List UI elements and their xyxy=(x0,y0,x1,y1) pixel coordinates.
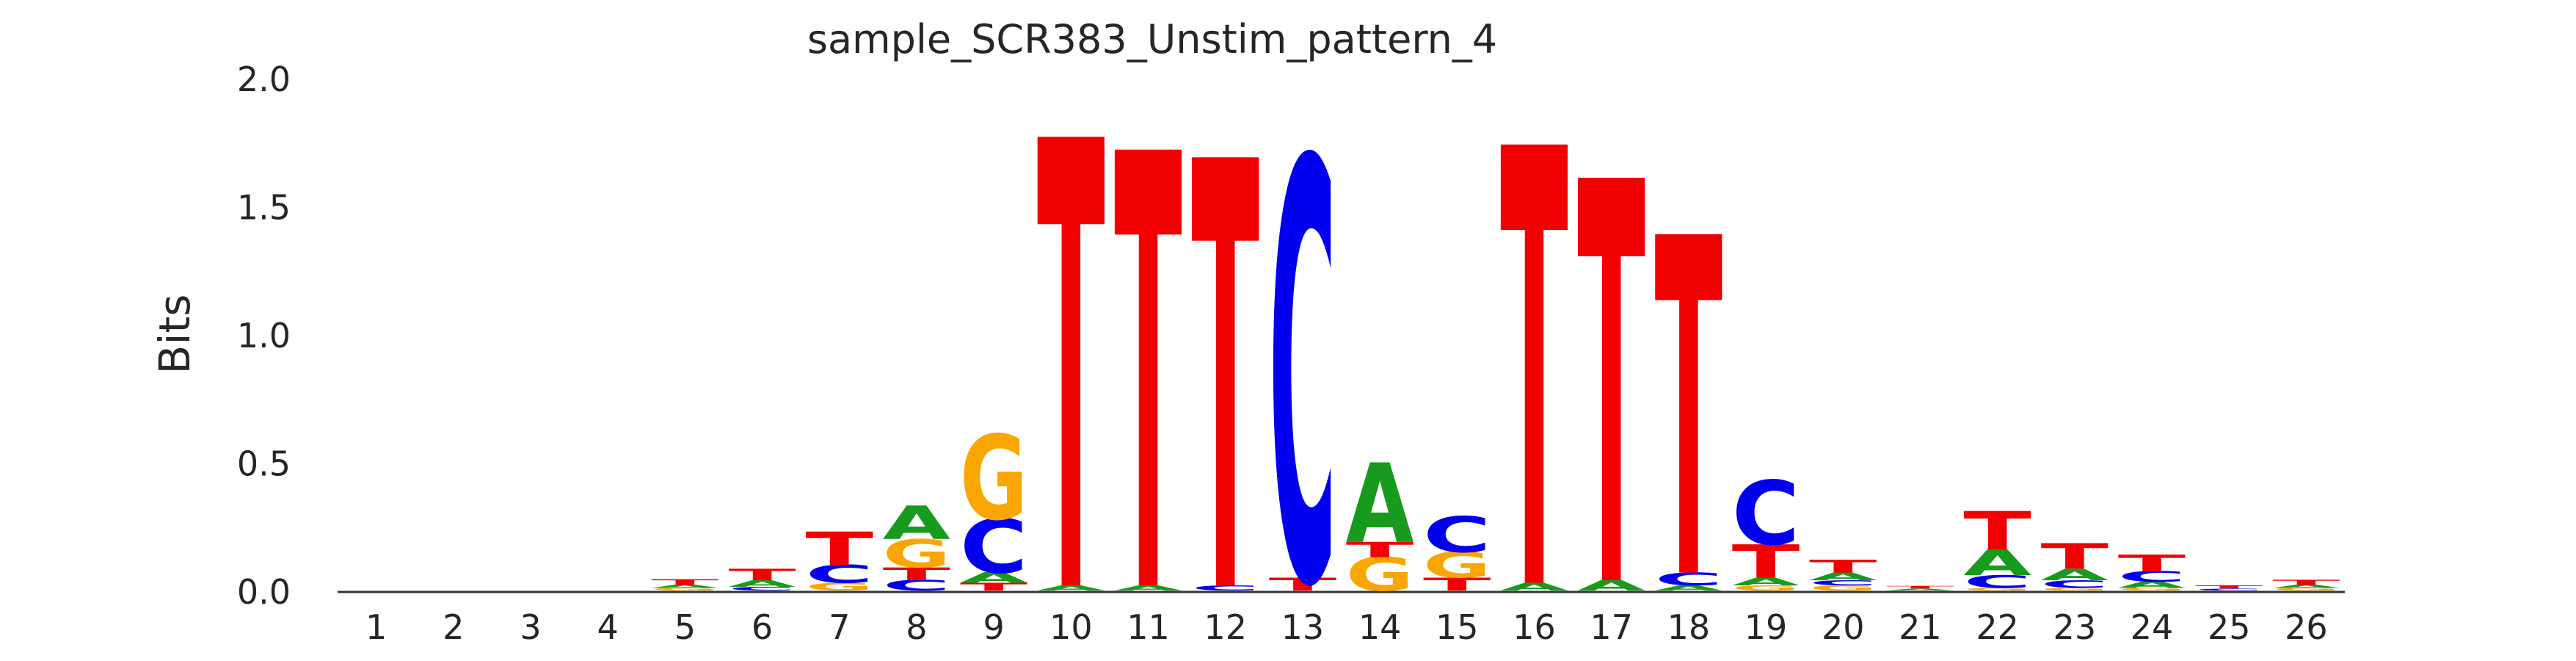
logo-letter-C: C xyxy=(805,560,873,589)
logo-letter-A: A xyxy=(1809,571,1877,583)
x-tick-label: 8 xyxy=(906,607,927,647)
x-tick-label: 22 xyxy=(1976,607,2019,647)
logo-letter-C: C xyxy=(1809,579,1877,587)
logo-letter-G: G xyxy=(1732,584,1800,592)
logo-letter-T: T xyxy=(2272,578,2341,586)
logo-letter-G: G xyxy=(2041,588,2109,592)
logo-letter-T: T xyxy=(1886,585,1954,590)
y-tick-label: 1.0 xyxy=(237,316,291,355)
logo-letter-T: T xyxy=(1732,535,1800,588)
x-tick-label: 3 xyxy=(520,607,541,647)
logo-letter-T: T xyxy=(2041,536,2109,577)
x-tick-label: 25 xyxy=(2208,607,2251,647)
x-tick-label: 18 xyxy=(1667,607,1711,647)
x-tick-label: 24 xyxy=(2131,607,2174,647)
x-tick-label: 14 xyxy=(1358,607,1402,647)
logo-letter-C: C xyxy=(960,504,1028,590)
logo-letter-A: A xyxy=(1963,543,2031,584)
logo-letter-A: A xyxy=(1500,581,1568,593)
logo-letter-T: T xyxy=(960,581,1028,593)
x-tick-label: 10 xyxy=(1049,607,1093,647)
logo-letter-T: T xyxy=(1500,25,1568,661)
logo-letter-C: C xyxy=(1269,43,1337,661)
x-tick-label: 1 xyxy=(365,607,387,647)
logo-letter-T: T xyxy=(1191,41,1259,661)
logo-letter-T: T xyxy=(1809,557,1877,577)
logo-letter-G: G xyxy=(960,411,1028,546)
logo-letter-G: G xyxy=(651,588,719,592)
logo-letter-T: T xyxy=(1423,574,1491,595)
x-tick-label: 17 xyxy=(1590,607,1633,647)
x-tick-label: 12 xyxy=(1204,607,1247,647)
logo-letter-A: A xyxy=(960,570,1028,586)
x-tick-label: 11 xyxy=(1127,607,1170,647)
logo-letter-G: G xyxy=(1346,548,1414,601)
logo-letter-T: T xyxy=(1114,31,1182,661)
logo-letter-C: C xyxy=(1732,464,1800,566)
y-tick-label: 0.0 xyxy=(237,572,291,612)
logo-letter-C: C xyxy=(1423,507,1491,564)
logo-letter-G: G xyxy=(1963,588,2031,592)
logo-letter-G: G xyxy=(883,532,951,577)
x-tick-label: 20 xyxy=(1822,607,1865,647)
logo-letter-T: T xyxy=(805,523,873,576)
logo-letter-C: C xyxy=(2195,588,2263,590)
logo-letter-C: C xyxy=(1191,584,1259,592)
logo-letter-G: G xyxy=(2272,588,2340,592)
x-tick-label: 7 xyxy=(829,607,850,647)
logo-letter-A: A xyxy=(1886,588,1954,590)
logo-letter-C: C xyxy=(2041,578,2109,590)
logo-letter-C: C xyxy=(2118,568,2186,585)
logo-letter-T: T xyxy=(651,578,720,587)
logo-letter-T: T xyxy=(2195,585,2263,590)
logo-letter-T: T xyxy=(883,564,951,585)
logo-letter-G: G xyxy=(1423,546,1491,587)
logo-letter-G: G xyxy=(1809,584,1877,592)
logo-letter-A: A xyxy=(1114,584,1182,592)
x-tick-label: 21 xyxy=(1899,607,1942,647)
logo-letter-C: C xyxy=(883,577,951,593)
logo-letter-T: T xyxy=(1963,500,2031,562)
logo-letter-A: A xyxy=(728,579,796,589)
x-tick-label: 13 xyxy=(1281,607,1325,647)
logo-letter-T: T xyxy=(1655,142,1723,661)
logo-letter-A: A xyxy=(1655,584,1723,592)
logo-letter-T: T xyxy=(2118,550,2186,577)
x-tick-label: 26 xyxy=(2285,607,2328,647)
y-tick-label: 0.5 xyxy=(237,444,291,484)
x-tick-label: 15 xyxy=(1436,607,1479,647)
logo-letter-A: A xyxy=(1346,441,1414,567)
logo-letter-G: G xyxy=(2118,588,2186,592)
x-tick-label: 2 xyxy=(443,607,464,647)
x-tick-label: 19 xyxy=(1744,607,1788,647)
logo-letter-A: A xyxy=(1732,576,1800,588)
logo-letter-A: A xyxy=(1577,577,1645,593)
x-tick-label: 23 xyxy=(2053,607,2097,647)
logo-letter-C: C xyxy=(1655,569,1723,590)
x-tick-label: 5 xyxy=(674,607,696,647)
logo-letter-A: A xyxy=(651,584,719,589)
x-tick-label: 16 xyxy=(1513,607,1556,647)
x-tick-label: 6 xyxy=(752,607,773,647)
logo-letter-A: A xyxy=(2118,579,2186,590)
chart-title: sample_SCR383_Unstim_pattern_4 xyxy=(807,16,1498,62)
logo-letter-G: G xyxy=(805,581,873,593)
logo-letter-T: T xyxy=(1577,68,1645,661)
logo-letter-A: A xyxy=(1037,584,1105,592)
logo-letter-T: T xyxy=(1037,14,1105,661)
x-tick-label: 9 xyxy=(983,607,1004,647)
x-tick-label: 4 xyxy=(597,607,619,647)
y-tick-label: 1.5 xyxy=(237,188,291,228)
logo-letter-C: C xyxy=(1963,572,2031,593)
logo-letter-T: T xyxy=(728,566,796,584)
logo-letter-T: T xyxy=(1269,574,1337,595)
logo-letter-A: A xyxy=(2272,584,2340,589)
logo-letter-A: A xyxy=(2041,566,2109,584)
logo-letter-C: C xyxy=(728,585,796,591)
logo-letter-T: T xyxy=(1346,538,1414,562)
logo-letter-A: A xyxy=(883,497,951,550)
y-tick-label: 2.0 xyxy=(237,59,291,99)
